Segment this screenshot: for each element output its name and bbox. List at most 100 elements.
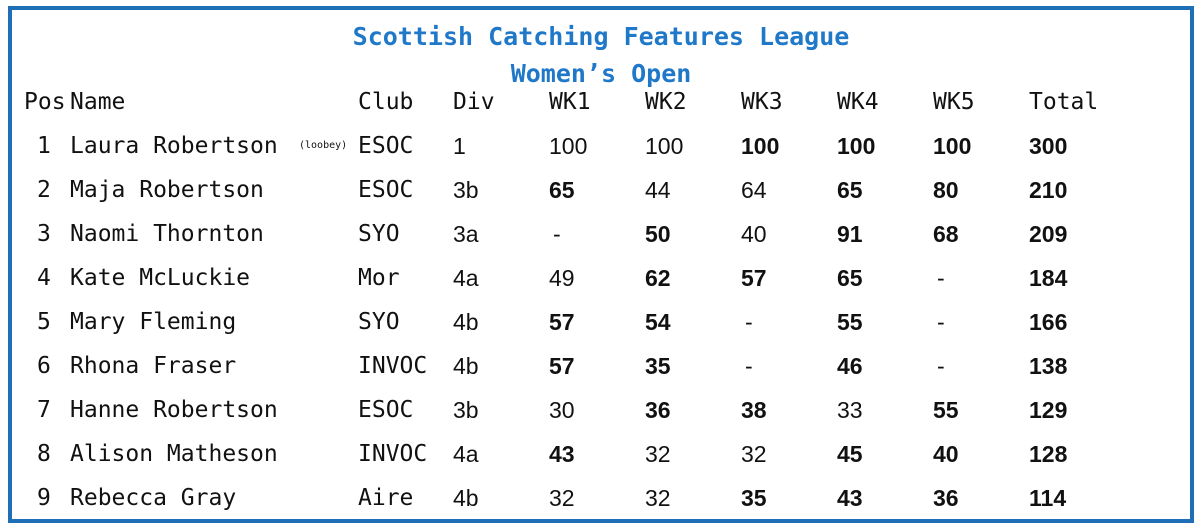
cell-name: Laura Robertson	[70, 133, 278, 159]
cell-club: ESOC	[358, 397, 414, 423]
header-total: Total	[1029, 89, 1099, 115]
cell-wk2: 50	[645, 221, 671, 247]
league-table-frame: Scottish Catching Features League Women’…	[8, 6, 1194, 523]
cell-name: Maja Robertson	[70, 177, 264, 203]
cell-wk5: 55	[933, 397, 959, 423]
cell-wk3: 57	[741, 265, 767, 291]
cell-div: 4a	[453, 265, 479, 291]
cell-wk3: -	[745, 353, 753, 379]
cell-wk4: 55	[837, 309, 863, 335]
cell-total: 129	[1029, 397, 1068, 423]
table-row: 9 Rebecca Gray Aire 4b 32 32 35 43 36 114	[12, 478, 1190, 512]
league-subtitle: Women’s Open	[510, 59, 692, 88]
header-div: Div	[453, 89, 495, 115]
cell-pos: 8	[37, 441, 51, 467]
cell-pos: 9	[37, 485, 51, 511]
cell-wk1: 43	[549, 441, 575, 467]
cell-wk3: -	[745, 309, 753, 335]
cell-total: 300	[1029, 133, 1068, 159]
table-row: 7 Hanne Robertson ESOC 3b 30 36 38 33 55 129	[12, 390, 1190, 424]
header-name: Name	[70, 89, 126, 115]
cell-wk4: 33	[837, 397, 863, 423]
cell-wk4: 43	[837, 485, 863, 511]
cell-total: 184	[1029, 265, 1068, 291]
cell-club: INVOC	[358, 441, 428, 467]
cell-wk1: 100	[549, 133, 588, 159]
table-row: 8 Alison Matheson INVOC 4a 43 32 32 45 40 128	[12, 434, 1190, 468]
cell-total: 128	[1029, 441, 1068, 467]
cell-wk4: 65	[837, 177, 863, 203]
cell-div: 4b	[453, 309, 479, 335]
cell-wk3: 64	[741, 177, 767, 203]
cell-club: Mor	[358, 265, 400, 291]
cell-wk5: -	[937, 265, 945, 291]
cell-div: 4a	[453, 441, 479, 467]
cell-wk3: 100	[741, 133, 780, 159]
cell-name: Alison Matheson	[70, 441, 278, 467]
cell-div: 4b	[453, 353, 479, 379]
cell-wk1: 49	[549, 265, 575, 291]
cell-div: 4b	[453, 485, 479, 511]
cell-wk5: -	[937, 353, 945, 379]
cell-div: 3b	[453, 177, 479, 203]
cell-wk2: 32	[645, 485, 671, 511]
cell-wk2: 44	[645, 177, 671, 203]
cell-total: 114	[1029, 485, 1067, 511]
cell-wk2: 35	[645, 353, 671, 379]
cell-club: INVOC	[358, 353, 428, 379]
cell-wk2: 100	[645, 133, 684, 159]
cell-div: 1	[453, 133, 466, 159]
table-row: 2 Maja Robertson ESOC 3b 65 44 64 65 80 210	[12, 170, 1190, 204]
cell-wk5: 36	[933, 485, 959, 511]
cell-wk2: 54	[645, 309, 671, 335]
cell-wk4: 91	[837, 221, 863, 247]
header-pos: Pos	[24, 89, 66, 115]
cell-wk5: 40	[933, 441, 959, 467]
cell-wk4: 46	[837, 353, 863, 379]
cell-pos: 1	[37, 133, 51, 159]
cell-wk4: 65	[837, 265, 863, 291]
cell-wk5: 100	[933, 133, 972, 159]
cell-total: 138	[1029, 353, 1068, 379]
header-wk5: WK5	[933, 89, 975, 115]
cell-name: Naomi Thornton	[70, 221, 264, 247]
cell-wk3: 38	[741, 397, 767, 423]
table-row: 5 Mary Fleming SYO 4b 57 54 - 55 - 166	[12, 302, 1190, 336]
header-wk1: WK1	[549, 89, 591, 115]
cell-wk5: 68	[933, 221, 959, 247]
table-row: 6 Rhona Fraser INVOC 4b 57 35 - 46 - 138	[12, 346, 1190, 380]
cell-club: Aire	[358, 485, 414, 511]
cell-wk3: 32	[741, 441, 767, 467]
table-row: 1 Laura Robertson (loobey) ESOC 1 100 100 100 10…	[12, 126, 1190, 160]
cell-wk1: 57	[549, 309, 575, 335]
cell-club: SYO	[358, 221, 400, 247]
cell-wk2: 62	[645, 265, 671, 291]
cell-pos: 6	[37, 353, 51, 379]
cell-name: Rhona Fraser	[70, 353, 237, 379]
cell-wk4: 100	[837, 133, 876, 159]
cell-wk1: 57	[549, 353, 575, 379]
cell-name: Kate McLuckie	[70, 265, 251, 291]
cell-wk2: 36	[645, 397, 671, 423]
cell-club: ESOC	[358, 177, 414, 203]
cell-pos: 4	[37, 265, 51, 291]
cell-pos: 3	[37, 221, 51, 247]
cell-pos: 2	[37, 177, 51, 203]
cell-wk3: 40	[741, 221, 767, 247]
cell-name: Hanne Robertson	[70, 397, 278, 423]
cell-club: ESOC	[358, 133, 414, 159]
header-wk2: WK2	[645, 89, 687, 115]
cell-wk5: -	[937, 309, 945, 335]
cell-wk1: -	[553, 221, 561, 247]
header-wk3: WK3	[741, 89, 783, 115]
cell-club: SYO	[358, 309, 400, 335]
cell-pos: 5	[37, 309, 51, 335]
cell-wk1: 32	[549, 485, 575, 511]
cell-wk5: 80	[933, 177, 959, 203]
cell-wk3: 35	[741, 485, 767, 511]
header-club: Club	[358, 89, 414, 115]
cell-alias: (loobey)	[299, 140, 348, 151]
table-row: 4 Kate McLuckie Mor 4a 49 62 57 65 - 184	[12, 258, 1190, 292]
cell-div: 3b	[453, 397, 479, 423]
cell-wk2: 32	[645, 441, 671, 467]
